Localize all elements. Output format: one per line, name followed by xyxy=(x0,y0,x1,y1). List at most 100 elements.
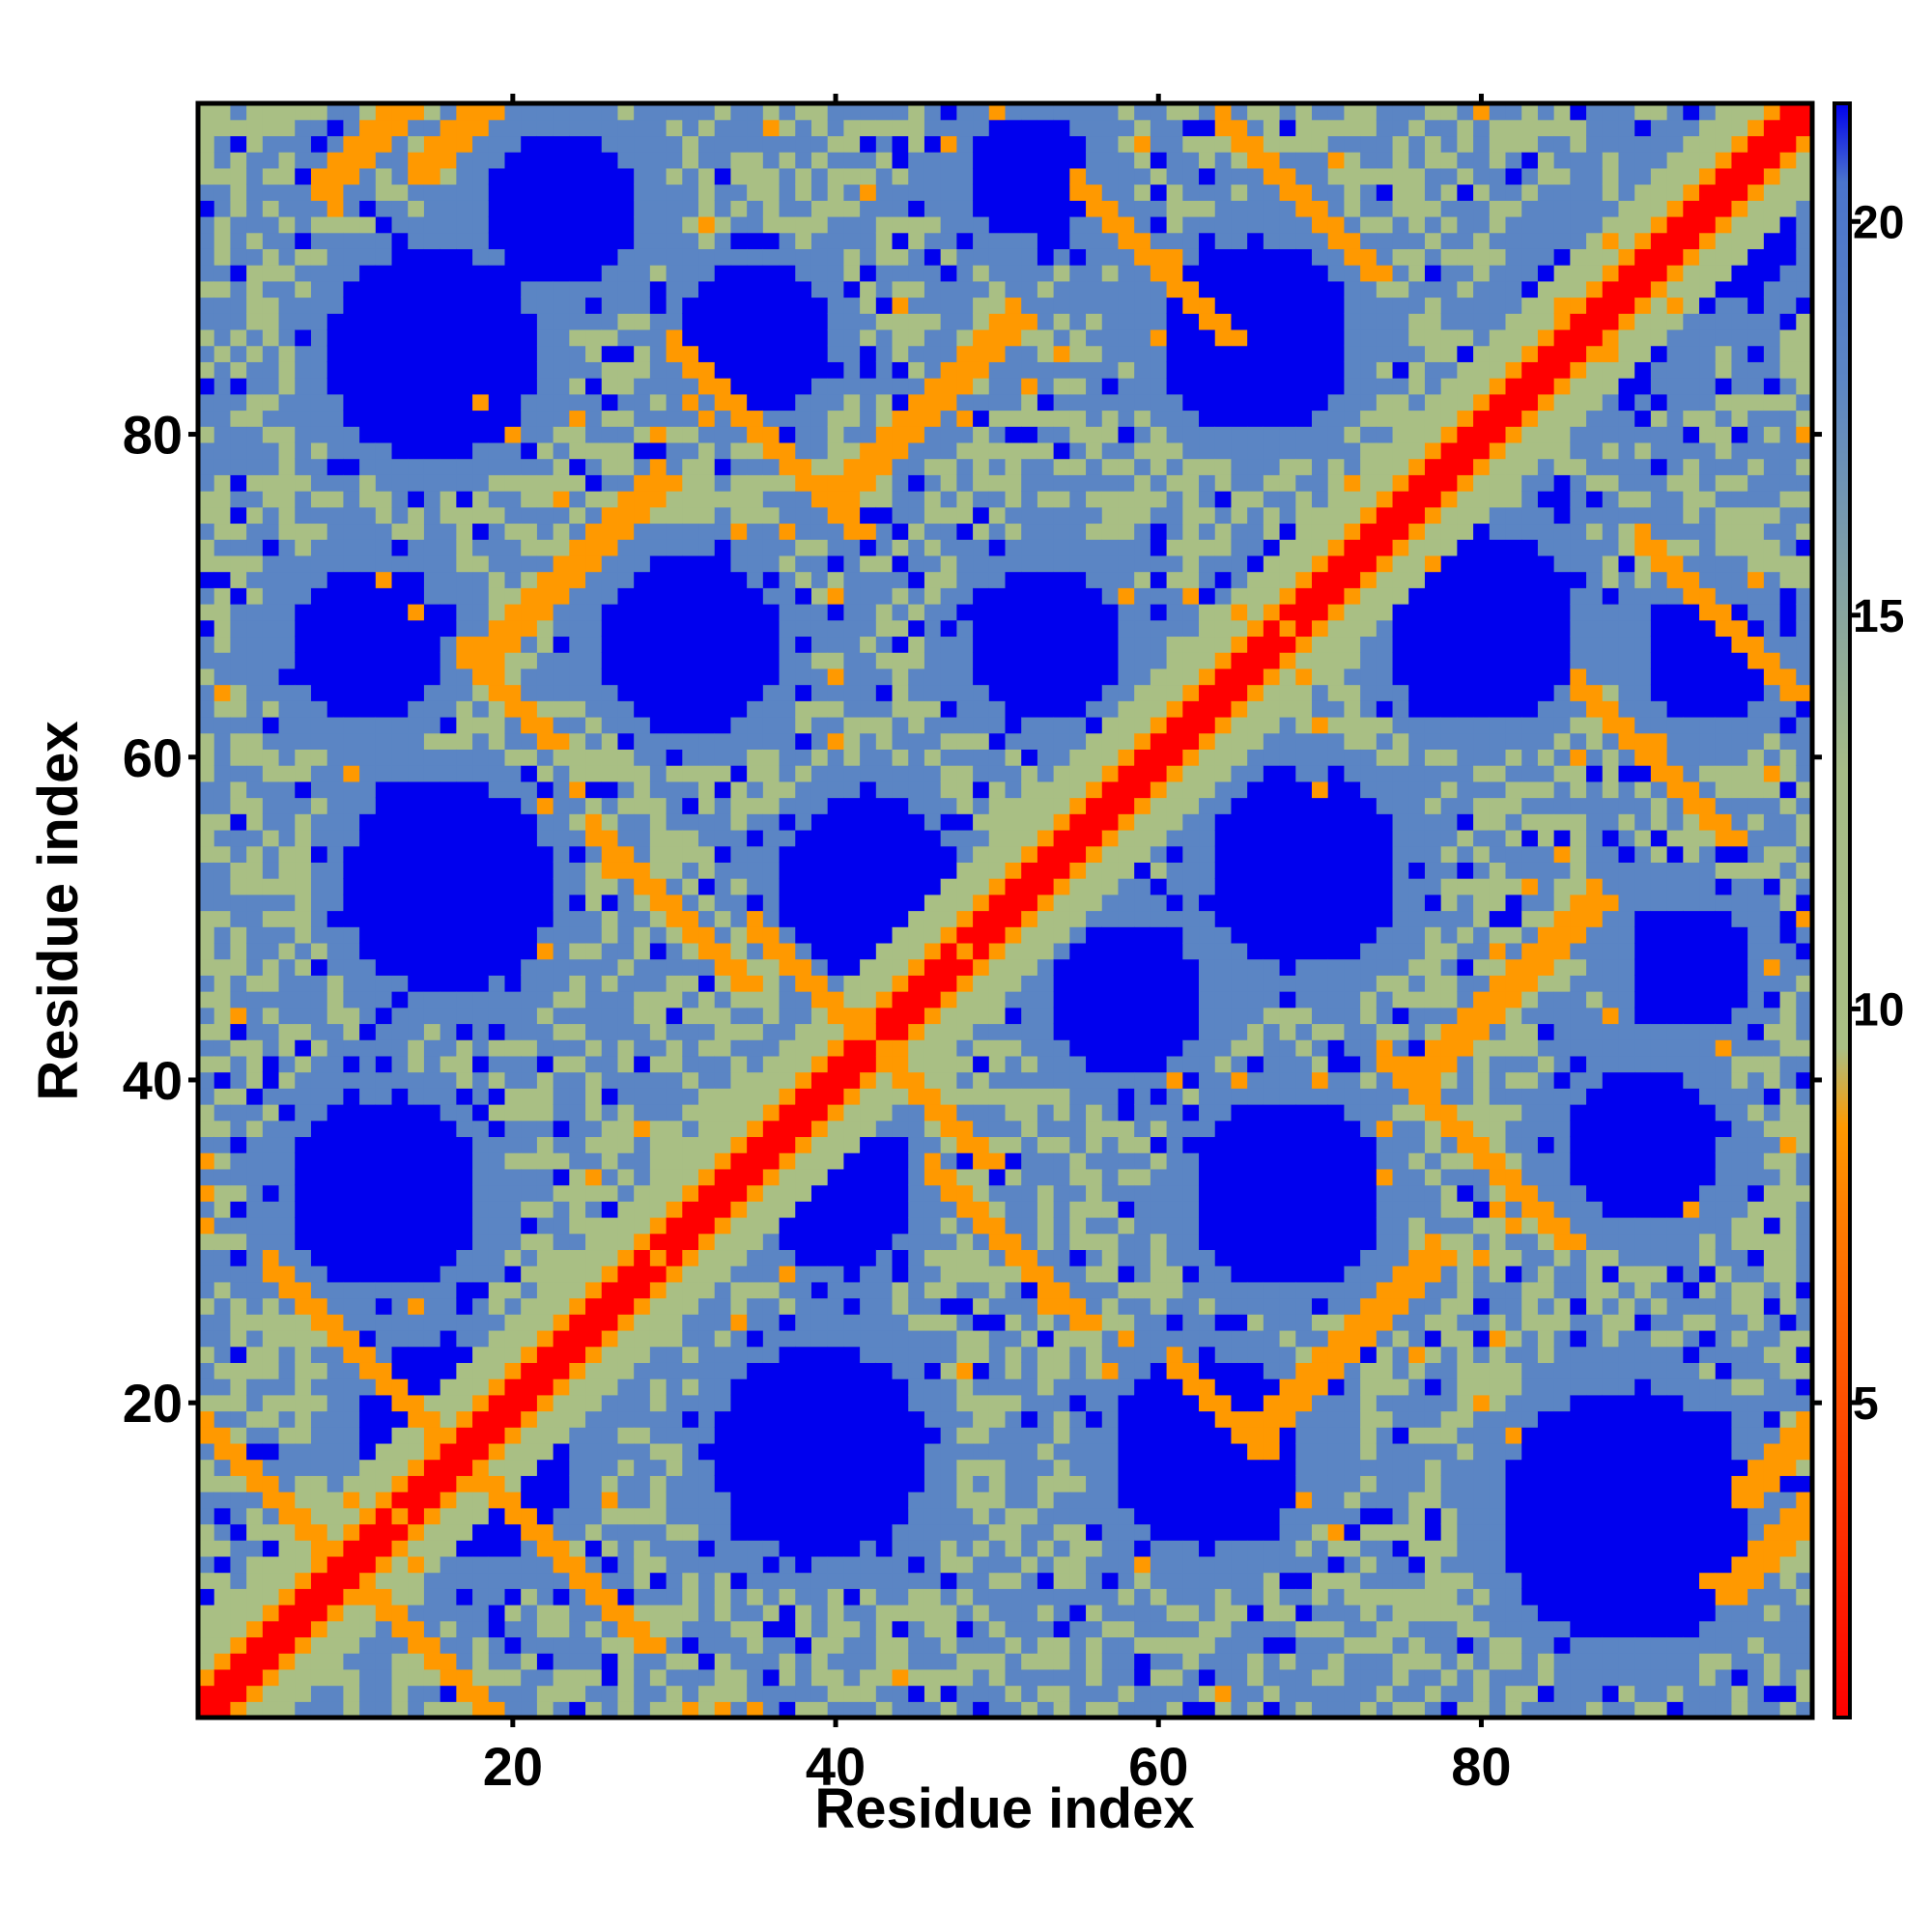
heatmap-cell xyxy=(779,1233,796,1251)
heatmap-cell xyxy=(762,1249,781,1266)
heatmap-cell xyxy=(198,103,215,121)
heatmap-cell xyxy=(860,668,877,686)
heatmap-cell xyxy=(536,378,554,395)
heatmap-cell xyxy=(423,1152,441,1170)
heatmap-cell xyxy=(310,684,328,701)
heatmap-cell xyxy=(940,1394,957,1412)
heatmap-cell xyxy=(892,1427,909,1444)
heatmap-cell xyxy=(375,1427,393,1444)
heatmap-cell xyxy=(714,167,732,185)
heatmap-cell xyxy=(456,554,473,573)
heatmap-cell xyxy=(359,1410,377,1428)
heatmap-cell xyxy=(698,829,716,847)
heatmap-cell xyxy=(408,604,425,621)
heatmap-cell xyxy=(359,1249,377,1266)
heatmap-cell xyxy=(375,652,393,669)
heatmap-cell xyxy=(892,491,909,508)
heatmap-cell xyxy=(521,765,538,782)
heatmap-cell xyxy=(213,135,232,153)
heatmap-cell xyxy=(779,958,796,976)
heatmap-cell xyxy=(973,878,990,895)
heatmap-cell xyxy=(536,797,554,814)
heatmap-cell xyxy=(456,1136,473,1153)
heatmap-cell xyxy=(827,1136,844,1153)
heatmap-cell xyxy=(795,152,812,169)
heatmap-cell xyxy=(762,1216,781,1235)
heatmap-cell xyxy=(843,1314,861,1331)
heatmap-cell xyxy=(295,1201,312,1218)
heatmap-cell xyxy=(278,1104,296,1122)
heatmap-cell xyxy=(956,200,974,217)
heatmap-cell xyxy=(730,458,748,475)
heatmap-cell xyxy=(472,1201,490,1218)
heatmap-cell xyxy=(230,619,247,638)
heatmap-cell xyxy=(536,1168,554,1186)
heatmap-cell xyxy=(246,604,264,621)
heatmap-cell xyxy=(810,1314,829,1331)
heatmap-cell xyxy=(569,1329,586,1348)
heatmap-cell xyxy=(875,910,894,927)
heatmap-cell xyxy=(762,1540,781,1557)
heatmap-cell xyxy=(408,1329,425,1348)
heatmap-cell xyxy=(795,1249,812,1266)
heatmap-cell xyxy=(440,1039,457,1057)
heatmap-cell xyxy=(295,1492,312,1509)
heatmap-cell xyxy=(327,636,344,653)
heatmap-cell xyxy=(521,1507,538,1525)
heatmap-cell xyxy=(423,1281,441,1299)
heatmap-cell xyxy=(601,1442,619,1461)
heatmap-cell xyxy=(553,152,570,169)
heatmap-cell xyxy=(779,232,796,249)
heatmap-cell xyxy=(795,1572,812,1589)
heatmap-cell xyxy=(278,1168,296,1186)
heatmap-cell xyxy=(278,991,296,1009)
heatmap-cell xyxy=(391,1039,409,1057)
heatmap-cell xyxy=(634,1233,651,1251)
heatmap-cell xyxy=(649,328,668,347)
heatmap-cell xyxy=(762,215,781,234)
heatmap-cell xyxy=(456,474,473,492)
heatmap-cell xyxy=(343,248,360,266)
heatmap-cell xyxy=(359,926,377,944)
heatmap-cell xyxy=(359,797,377,814)
heatmap-cell xyxy=(730,781,748,799)
heatmap-cell xyxy=(295,1023,312,1040)
heatmap-cell xyxy=(601,1540,619,1557)
heatmap-cell xyxy=(408,1475,425,1492)
heatmap-cell xyxy=(795,958,812,976)
heatmap-cell xyxy=(779,1152,796,1170)
heatmap-cell xyxy=(843,684,861,701)
heatmap-cell xyxy=(408,119,425,137)
heatmap-cell xyxy=(423,571,441,588)
heatmap-cell xyxy=(843,345,861,362)
heatmap-cell xyxy=(795,716,812,734)
heatmap-cell xyxy=(795,749,812,766)
heatmap-cell xyxy=(262,1055,280,1073)
heatmap-cell xyxy=(198,749,215,766)
heatmap-cell xyxy=(908,378,925,395)
heatmap-cell xyxy=(262,1071,280,1089)
heatmap-cell xyxy=(908,1104,925,1122)
heatmap-cell xyxy=(923,313,942,330)
heatmap-cell xyxy=(375,1120,393,1138)
heatmap-cell xyxy=(521,103,538,121)
heatmap-cell xyxy=(714,248,732,266)
heatmap-cell xyxy=(810,813,829,831)
heatmap-cell xyxy=(327,410,344,427)
heatmap-cell xyxy=(504,749,522,766)
heatmap-cell xyxy=(310,119,328,137)
heatmap-cell xyxy=(310,458,328,475)
heatmap-cell xyxy=(359,328,377,347)
heatmap-cell xyxy=(408,1605,425,1622)
heatmap-cell xyxy=(408,410,425,427)
heatmap-cell xyxy=(359,604,377,621)
heatmap-cell xyxy=(262,700,280,718)
heatmap-cell xyxy=(973,1233,990,1251)
heatmap-cell xyxy=(343,1442,360,1461)
heatmap-cell xyxy=(472,458,490,475)
heatmap-cell xyxy=(213,1620,232,1638)
heatmap-cell xyxy=(408,716,425,734)
heatmap-cell xyxy=(408,474,425,492)
heatmap-cell xyxy=(440,1201,457,1218)
heatmap-cell xyxy=(617,1314,635,1331)
